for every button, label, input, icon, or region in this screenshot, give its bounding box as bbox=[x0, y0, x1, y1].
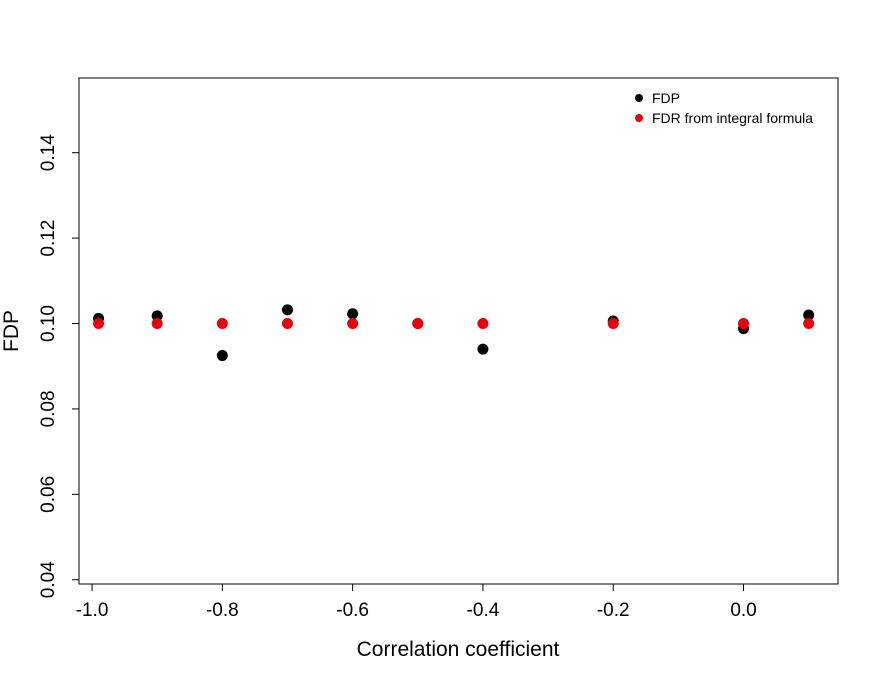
x-axis: -1.0 -0.8 -0.6 -0.4 -0.2 0.0 Correlation coef… bbox=[76, 583, 757, 661]
point-fdr bbox=[93, 318, 105, 330]
legend: FDP FDR from integral formula bbox=[635, 90, 813, 126]
y-axis: 0.04 0.06 0.08 0.10 0.12 0.14 FDP bbox=[0, 134, 80, 598]
legend-marker-fdr bbox=[635, 114, 643, 122]
x-tick-label: -0.6 bbox=[336, 600, 369, 621]
point-fdr bbox=[738, 318, 750, 330]
point-fdp bbox=[347, 308, 359, 320]
point-fdp bbox=[477, 343, 489, 355]
legend-label-fdp: FDP bbox=[652, 90, 680, 106]
x-tick-label: -0.2 bbox=[597, 600, 630, 621]
x-tick-label: -1.0 bbox=[76, 600, 109, 621]
legend-marker-fdp bbox=[635, 94, 643, 102]
y-ticks: 0.04 0.06 0.08 0.10 0.12 0.14 bbox=[38, 134, 79, 598]
legend-label-fdr: FDR from integral formula bbox=[652, 110, 813, 126]
y-tick-label: 0.04 bbox=[38, 561, 59, 598]
x-tick-label: 0.0 bbox=[730, 600, 756, 621]
point-fdr bbox=[803, 318, 815, 330]
x-tick-label: -0.8 bbox=[206, 600, 239, 621]
y-tick-label: 0.12 bbox=[38, 220, 59, 257]
x-tick-label: -0.4 bbox=[467, 600, 500, 621]
point-fdp bbox=[803, 309, 815, 321]
point-fdr bbox=[477, 318, 489, 330]
y-tick-label: 0.06 bbox=[38, 476, 59, 513]
plot-frame bbox=[78, 77, 839, 585]
y-tick-label: 0.14 bbox=[38, 134, 59, 171]
point-fdp bbox=[216, 350, 228, 362]
data-points bbox=[93, 304, 815, 362]
y-tick-label: 0.08 bbox=[38, 390, 59, 427]
point-fdr bbox=[347, 318, 359, 330]
x-ticks: -1.0 -0.8 -0.6 -0.4 -0.2 0.0 bbox=[76, 584, 757, 621]
point-fdr bbox=[216, 318, 228, 330]
point-fdr bbox=[151, 318, 163, 330]
point-fdp bbox=[151, 310, 163, 322]
point-fdr bbox=[281, 318, 293, 330]
point-fdp bbox=[281, 304, 293, 316]
point-fdr bbox=[607, 318, 619, 330]
y-axis-title: FDP bbox=[0, 310, 23, 352]
point-fdr bbox=[412, 318, 424, 330]
y-tick-label: 0.10 bbox=[38, 305, 59, 342]
x-axis-title: Correlation coefficient bbox=[357, 638, 560, 661]
